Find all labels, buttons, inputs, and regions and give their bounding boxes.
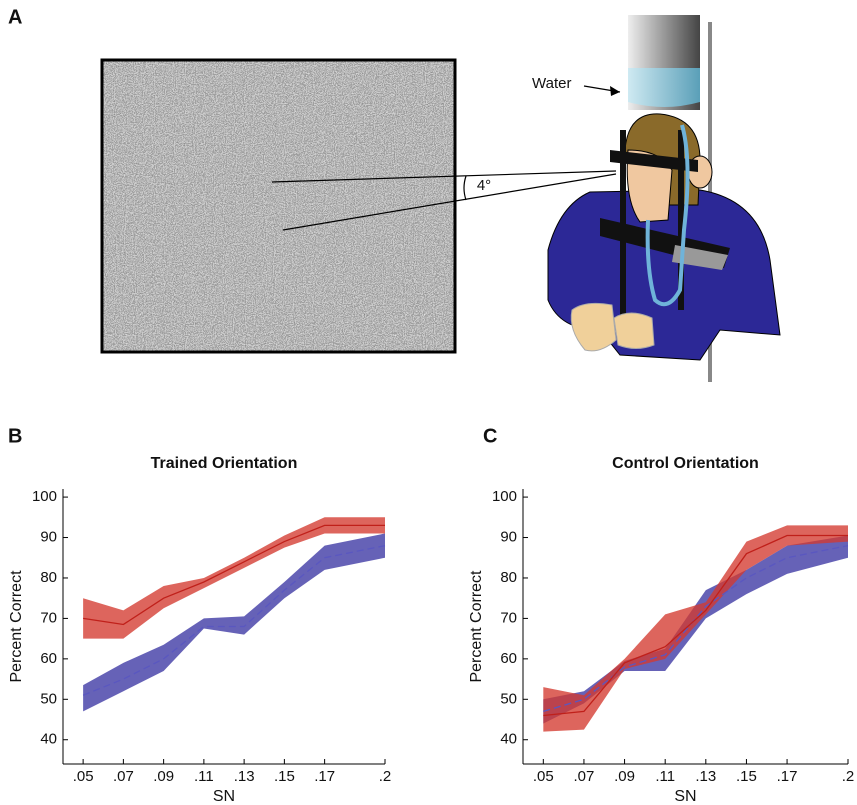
chart-title: Trained Orientation xyxy=(151,455,298,472)
y-axis-label: Percent Correct xyxy=(8,570,25,683)
sight-line xyxy=(271,170,617,183)
y-tick-label: 80 xyxy=(40,569,57,586)
hand xyxy=(613,312,655,349)
y-tick-label: 50 xyxy=(40,690,57,707)
x-tick-label: .17 xyxy=(777,768,798,785)
x-tick-label: .15 xyxy=(274,768,295,785)
x-tick-label: .05 xyxy=(73,768,94,785)
mean-line xyxy=(543,544,849,713)
x-tick-label: .05 xyxy=(533,768,554,785)
chart-title: Control Orientation xyxy=(612,455,759,472)
x-tick-label: .13 xyxy=(695,768,716,785)
water xyxy=(628,68,700,107)
x-axis-label: SN xyxy=(674,788,696,805)
y-tick-label: 90 xyxy=(40,528,57,545)
x-tick-label: .07 xyxy=(574,768,595,785)
x-tick-label: .09 xyxy=(614,768,635,785)
angle-arc xyxy=(463,175,467,201)
panel-label: A xyxy=(8,6,22,28)
x-tick-label: .11 xyxy=(655,768,675,785)
panel-a: A 4° Water xyxy=(8,6,781,382)
holder xyxy=(672,245,728,270)
mean-line xyxy=(83,524,385,626)
panel-label: B xyxy=(8,425,22,447)
x-tick-label: .2 xyxy=(842,768,855,785)
hand xyxy=(570,302,617,352)
face xyxy=(626,149,673,223)
noise-stimulus xyxy=(102,60,455,352)
y-tick-label: 70 xyxy=(500,609,517,626)
sight-line xyxy=(282,173,617,231)
screen-frame xyxy=(100,58,457,354)
y-axis-label: Percent Correct xyxy=(468,570,485,683)
tube xyxy=(645,124,690,307)
y-tick-label: 90 xyxy=(500,528,517,545)
error-band xyxy=(543,535,848,724)
y-tick-label: 60 xyxy=(40,650,57,667)
x-tick-label: .17 xyxy=(314,768,335,785)
x-axis-label: SN xyxy=(213,788,235,805)
x-tick-label: .09 xyxy=(153,768,174,785)
x-tick-label: .07 xyxy=(113,768,134,785)
error-band xyxy=(83,533,385,712)
frame-post xyxy=(620,130,626,345)
x-tick-label: .2 xyxy=(379,768,392,785)
frame-post xyxy=(678,130,684,310)
x-tick-label: .11 xyxy=(194,768,214,785)
y-tick-label: 40 xyxy=(40,731,57,748)
panel-label: C xyxy=(483,425,497,447)
error-band xyxy=(543,525,848,732)
y-tick-label: 70 xyxy=(40,609,57,626)
mean-line xyxy=(82,544,386,696)
x-tick-label: .15 xyxy=(736,768,757,785)
mean-line xyxy=(543,534,848,717)
arrow-head xyxy=(610,86,620,96)
y-tick-label: 40 xyxy=(500,731,517,748)
water-label: Water xyxy=(532,75,571,92)
y-tick-label: 80 xyxy=(500,569,517,586)
y-tick-label: 100 xyxy=(492,488,517,505)
error-band xyxy=(83,517,385,639)
y-tick-label: 50 xyxy=(500,690,517,707)
y-tick-label: 60 xyxy=(500,650,517,667)
angle-label: 4° xyxy=(477,177,491,194)
y-tick-label: 100 xyxy=(32,488,57,505)
head-bar xyxy=(610,150,698,172)
x-tick-label: .13 xyxy=(234,768,255,785)
